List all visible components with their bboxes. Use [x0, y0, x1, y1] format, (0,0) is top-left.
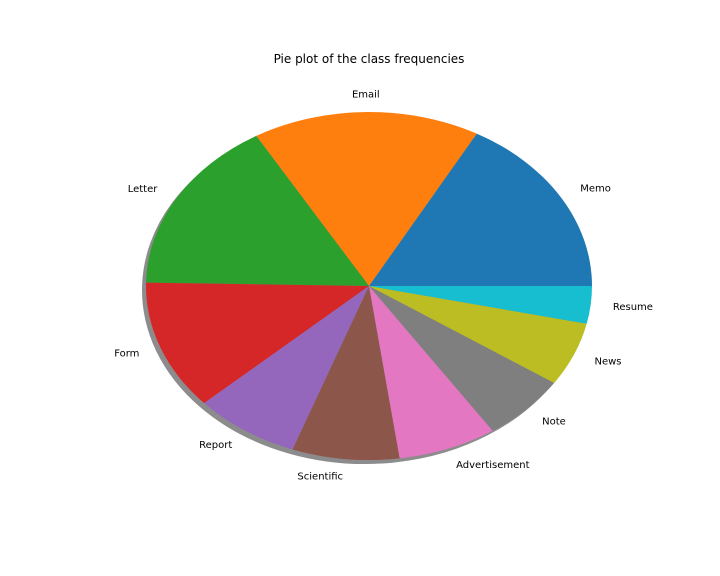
pie-slices — [145, 111, 592, 460]
pie-slice-advertisement — [369, 286, 493, 459]
pie-slice-email — [256, 111, 477, 286]
slice-label-letter: Letter — [128, 184, 159, 195]
slice-label-resume: Resume — [613, 302, 653, 313]
pie-slice-letter — [146, 135, 369, 286]
pie-slice-scientific — [292, 286, 400, 460]
slice-label-news: News — [594, 356, 621, 367]
pie-slice-report — [204, 286, 369, 450]
pie-slice-memo — [369, 133, 592, 286]
slice-label-note: Note — [542, 417, 566, 428]
pie-slice-resume — [369, 286, 592, 324]
pie-slice-news — [369, 286, 587, 383]
slice-label-scientific: Scientific — [297, 471, 343, 482]
slice-label-report: Report — [199, 440, 232, 451]
pie-labels: Memo Email Letter Form Report Scientific Adver… — [114, 90, 653, 483]
pie-slice-note — [369, 286, 555, 431]
slice-label-memo: Memo — [580, 184, 611, 195]
slice-label-email: Email — [352, 90, 380, 101]
chart-title: Pie plot of the class frequencies — [274, 52, 465, 66]
slice-label-advertisement: Advertisement — [456, 460, 529, 471]
slice-label-form: Form — [114, 348, 139, 359]
pie-slice-form — [145, 282, 369, 404]
